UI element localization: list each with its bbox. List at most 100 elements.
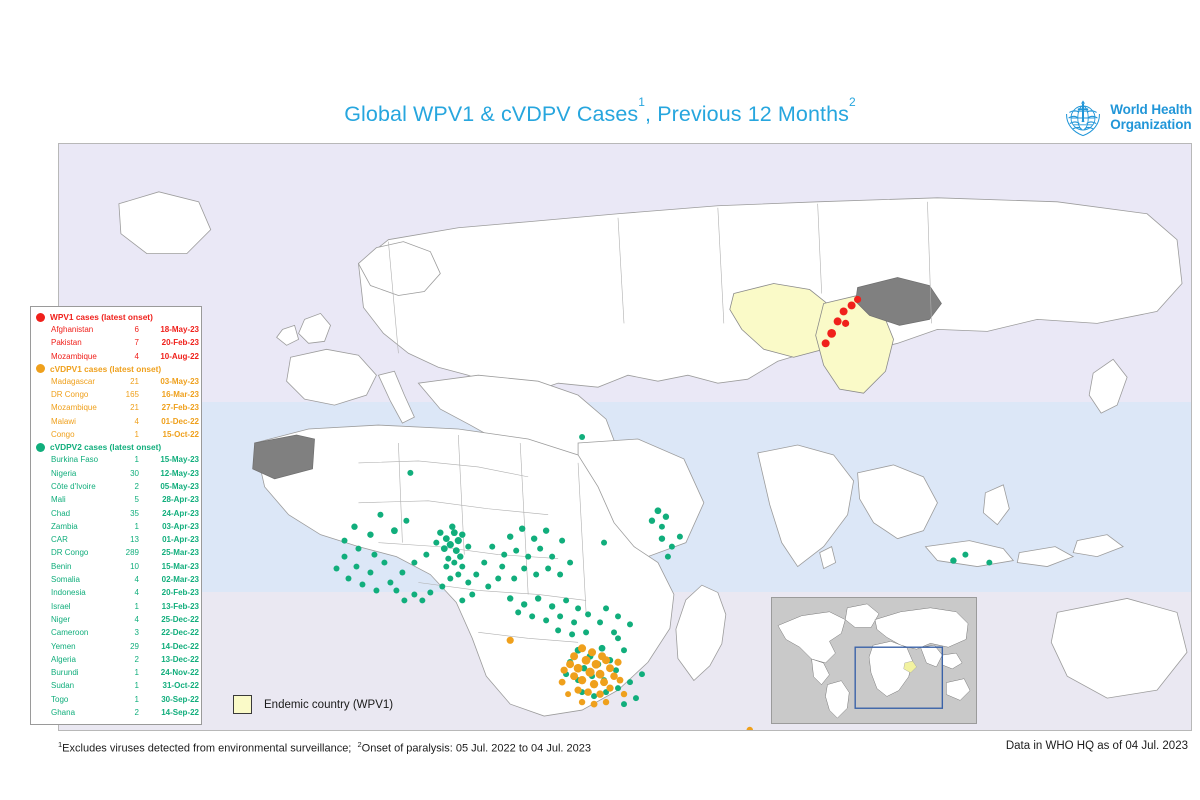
- legend-case-count: 35: [130, 508, 139, 518]
- footnote-right: Data in WHO HQ as of 04 Jul. 2023: [1005, 740, 1188, 752]
- legend-latest-onset-date: 05-May-23: [160, 481, 199, 491]
- legend-country-name: Chad: [51, 508, 71, 518]
- legend-latest-onset-date: 14-Sep-22: [161, 708, 199, 718]
- legend-case-count: 1: [134, 455, 139, 465]
- legend-country-name: Sudan: [51, 681, 75, 691]
- legend-case-count: 4: [134, 416, 139, 426]
- legend-case-count: 5: [134, 495, 139, 505]
- legend-latest-onset-date: 24-Nov-22: [160, 668, 199, 678]
- legend-row: Madagascar 21 03-May-23: [35, 375, 199, 388]
- legend-sections: WPV1 cases (latest onset) Afghanistan 6 18-…: [35, 312, 199, 719]
- footnote-text-2: Onset of paralysis: 05 Jul. 2022 to 04 J…: [361, 742, 591, 755]
- legend-row: CAR 13 01-Apr-23: [35, 533, 199, 546]
- legend-country-name: Algeria: [51, 654, 76, 664]
- legend-heading-cvdpv2: cVDPV2 cases (latest onset): [36, 442, 198, 452]
- legend-country-name: CAR: [51, 535, 68, 545]
- legend-case-count: 1: [134, 681, 139, 691]
- legend-latest-onset-date: 25-Dec-22: [161, 614, 199, 624]
- legend-latest-onset-date: 12-May-23: [160, 468, 199, 478]
- legend-latest-onset-date: 03-May-23: [160, 376, 199, 386]
- legend-case-count: 2: [134, 481, 139, 491]
- legend-latest-onset-date: 18-May-23: [160, 325, 199, 334]
- legend-country-name: Somalia: [51, 575, 80, 585]
- legend-heading-wpv1: WPV1 cases (latest onset): [36, 312, 198, 322]
- legend-latest-onset-date: 24-Apr-23: [162, 508, 199, 518]
- legend-case-count: 1: [134, 521, 139, 531]
- legend-row: Burundi 1 24-Nov-22: [35, 666, 199, 679]
- legend-country-name: Pakistan: [51, 338, 82, 348]
- legend-latest-onset-date: 27-Feb-23: [161, 403, 199, 413]
- legend-row: Sudan 1 31-Oct-22: [35, 679, 199, 692]
- legend-case-count: 4: [134, 588, 139, 598]
- legend-latest-onset-date: 20-Feb-23: [161, 338, 199, 348]
- legend-row: Congo 1 15-Oct-22: [35, 428, 199, 441]
- legend-row: Yemen 29 14-Dec-22: [35, 640, 199, 653]
- legend-case-count: 30: [130, 468, 139, 478]
- legend-case-count: 1: [134, 601, 139, 611]
- legend-marker-cvdpv1-icon: [36, 364, 45, 374]
- footnote-marker-1: 1: [58, 740, 63, 749]
- inset-extent-box: [854, 646, 944, 709]
- endemic-swatch: [233, 695, 252, 714]
- legend-latest-onset-date: 13-Feb-23: [161, 601, 199, 611]
- legend-case-count: 21: [130, 403, 139, 413]
- legend-latest-onset-date: 13-Dec-22: [161, 654, 199, 664]
- legend-latest-onset-date: 15-May-23: [160, 455, 199, 465]
- legend-row: Indonesia 4 20-Feb-23: [35, 586, 199, 599]
- legend-case-count: 6: [134, 325, 139, 334]
- page-title-text: Global WPV1 & cVDPV Cases: [344, 102, 639, 127]
- legend-row: Mozambique 21 27-Feb-23: [35, 401, 199, 414]
- page-title-text-mid: , Previous 12 Months: [645, 102, 850, 127]
- legend-case-count: 13: [130, 535, 139, 545]
- legend-latest-onset-date: 20-Feb-23: [161, 588, 199, 598]
- legend-country-name: Niger: [51, 614, 71, 624]
- legend-country-name: Burundi: [51, 668, 79, 678]
- who-emblem-icon: [1064, 99, 1102, 137]
- legend-row: DR Congo 165 16-Mar-23: [35, 388, 199, 401]
- endemic-label: Endemic country (WPV1): [264, 698, 394, 711]
- legend-latest-onset-date: 30-Sep-22: [161, 694, 199, 704]
- legend-case-count: 4: [134, 614, 139, 624]
- legend-row: Ghana 2 14-Sep-22: [35, 706, 199, 719]
- who-logo: World Health Organization: [1063, 98, 1192, 138]
- legend-case-count: 1: [134, 694, 139, 704]
- map-panel[interactable]: [58, 143, 1192, 731]
- legend-case-count: 2: [134, 708, 139, 718]
- case-legend[interactable]: WPV1 cases (latest onset) Afghanistan 6 18-…: [30, 306, 202, 726]
- inset-endemic-highlight: [903, 660, 917, 674]
- footnote-left: 1Excludes viruses detected from environm…: [58, 740, 591, 755]
- legend-row: Pakistan 7 20-Feb-23: [35, 336, 199, 349]
- legend-country-name: DR Congo: [51, 390, 89, 400]
- legend-latest-onset-date: 01-Dec-22: [161, 416, 199, 426]
- legend-row: Chad 35 24-Apr-23: [35, 507, 199, 520]
- legend-case-count: 1: [134, 668, 139, 678]
- legend-heading-label: WPV1 cases (latest onset): [50, 312, 153, 322]
- endemic-legend: Endemic country (WPV1): [233, 695, 393, 714]
- legend-row: Niger 4 25-Dec-22: [35, 613, 199, 626]
- legend-case-count: 2: [134, 654, 139, 664]
- legend-country-name: Indonesia: [51, 588, 86, 598]
- legend-country-name: Malawi: [51, 416, 76, 426]
- legend-row: Mali 5 28-Apr-23: [35, 493, 199, 506]
- legend-country-name: Nigeria: [51, 468, 77, 478]
- legend-case-count: 165: [125, 390, 139, 400]
- legend-country-name: Cameroon: [51, 628, 89, 638]
- legend-latest-onset-date: 14-Dec-22: [161, 641, 199, 651]
- who-logo-text: World Health Organization: [1110, 103, 1192, 132]
- title-footnote-ref-2: 2: [849, 95, 856, 110]
- who-logo-line1: World Health: [1110, 102, 1192, 118]
- legend-country-name: Yemen: [51, 641, 76, 651]
- legend-country-name: Zambia: [51, 521, 78, 531]
- page-title: Global WPV1 & cVDPV Cases1, Previous 12 …: [0, 95, 1200, 127]
- title-footnote-ref-1: 1: [638, 95, 646, 110]
- legend-latest-onset-date: 22-Dec-22: [161, 628, 199, 638]
- legend-marker-wpv1-icon: [36, 312, 45, 322]
- legend-row: Côte d'Ivoire 2 05-May-23: [35, 480, 199, 493]
- legend-country-name: DR Congo: [51, 548, 89, 558]
- legend-case-count: 4: [134, 351, 139, 361]
- legend-latest-onset-date: 03-Apr-23: [162, 521, 199, 531]
- legend-country-name: Afghanistan: [51, 325, 94, 334]
- inset-world-map[interactable]: [771, 597, 977, 724]
- legend-country-name: Mozambique: [51, 351, 97, 361]
- legend-row: Burkina Faso 1 15-May-23: [35, 453, 199, 466]
